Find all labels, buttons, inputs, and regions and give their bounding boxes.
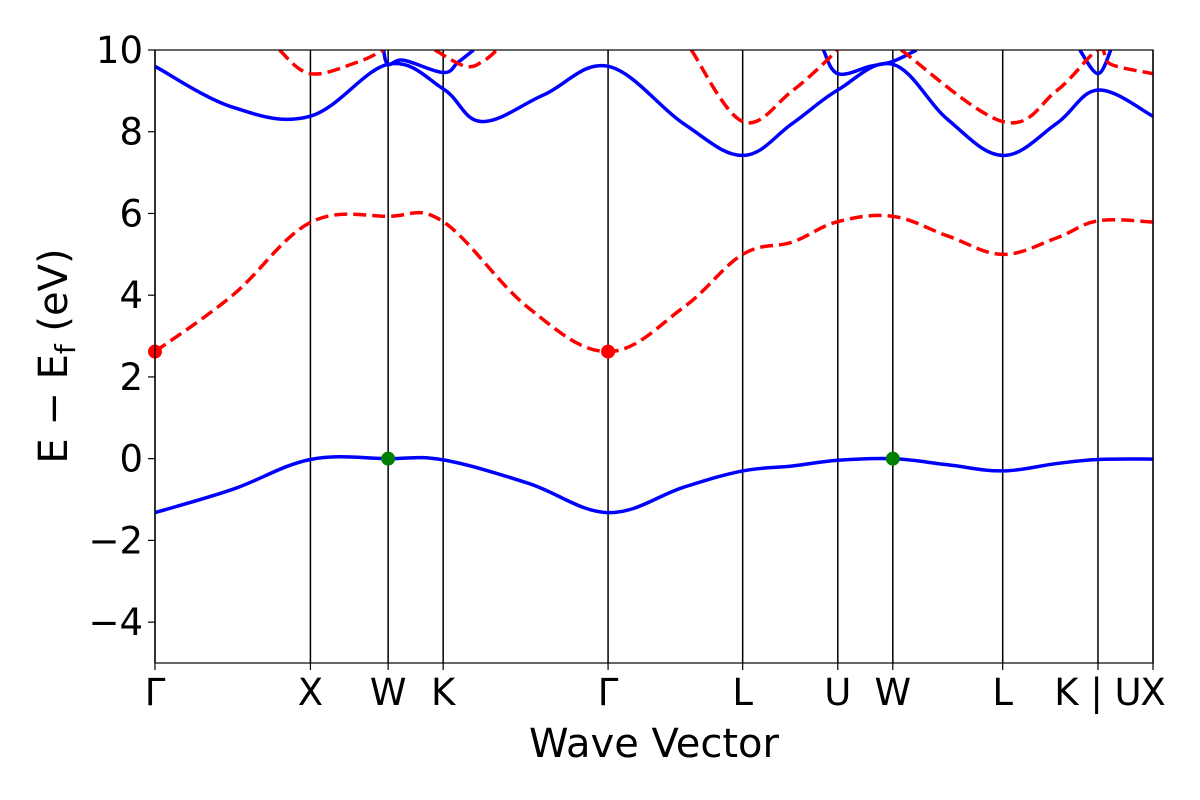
y-tick-label: 2 bbox=[119, 356, 143, 399]
y-tick-label: −2 bbox=[88, 519, 143, 562]
y-axis-label-unit: (eV) bbox=[31, 248, 77, 344]
x-tick-label: W bbox=[875, 671, 912, 714]
x-tick-label: W bbox=[370, 671, 407, 714]
valence-band-line bbox=[1078, 50, 1113, 76]
extremum-markers bbox=[148, 344, 900, 466]
valence-band-line bbox=[155, 61, 1153, 158]
conduction-band-line bbox=[689, 50, 839, 125]
y-tick-label: 8 bbox=[119, 111, 143, 154]
vbm-marker bbox=[885, 451, 900, 466]
x-axis-label: Wave Vector bbox=[529, 721, 780, 767]
y-axis-ticks: −4 −2 0 2 4 6 8 10 bbox=[88, 29, 155, 644]
x-tick-label: U bbox=[824, 671, 851, 714]
x-tick-label: X bbox=[1140, 671, 1165, 714]
conduction-band-line bbox=[155, 210, 1153, 354]
x-tick-label: K | U bbox=[1054, 671, 1141, 714]
cbm-marker bbox=[601, 344, 616, 359]
bands bbox=[155, 50, 1153, 515]
x-tick-label: Γ bbox=[598, 671, 619, 714]
valence-band-line bbox=[821, 50, 918, 77]
conduction-band-line bbox=[900, 50, 1153, 125]
x-tick-label: X bbox=[298, 671, 323, 714]
valence-band-line bbox=[155, 455, 1153, 515]
x-tick-label: L bbox=[992, 671, 1013, 714]
conduction-band-line bbox=[278, 50, 385, 76]
y-tick-label: 10 bbox=[96, 29, 143, 72]
kpoint-lines bbox=[154, 50, 1154, 663]
x-tick-label: K bbox=[431, 671, 457, 714]
plot-frame bbox=[154, 49, 1154, 664]
y-tick-label: −4 bbox=[88, 601, 143, 644]
y-axis-label-subscript: f bbox=[49, 343, 82, 354]
y-tick-label: 0 bbox=[119, 438, 143, 481]
conduction-band-line bbox=[433, 50, 499, 69]
y-axis-label: E − Ef (eV) bbox=[31, 248, 82, 463]
vbm-marker bbox=[381, 451, 396, 466]
valence-band-line bbox=[381, 50, 475, 75]
y-tick-label: 4 bbox=[119, 274, 143, 317]
x-tick-label: Γ bbox=[145, 671, 166, 714]
x-tick-label: L bbox=[732, 671, 753, 714]
y-tick-label: 6 bbox=[119, 192, 143, 235]
y-axis-label-main: E − E bbox=[31, 354, 77, 464]
